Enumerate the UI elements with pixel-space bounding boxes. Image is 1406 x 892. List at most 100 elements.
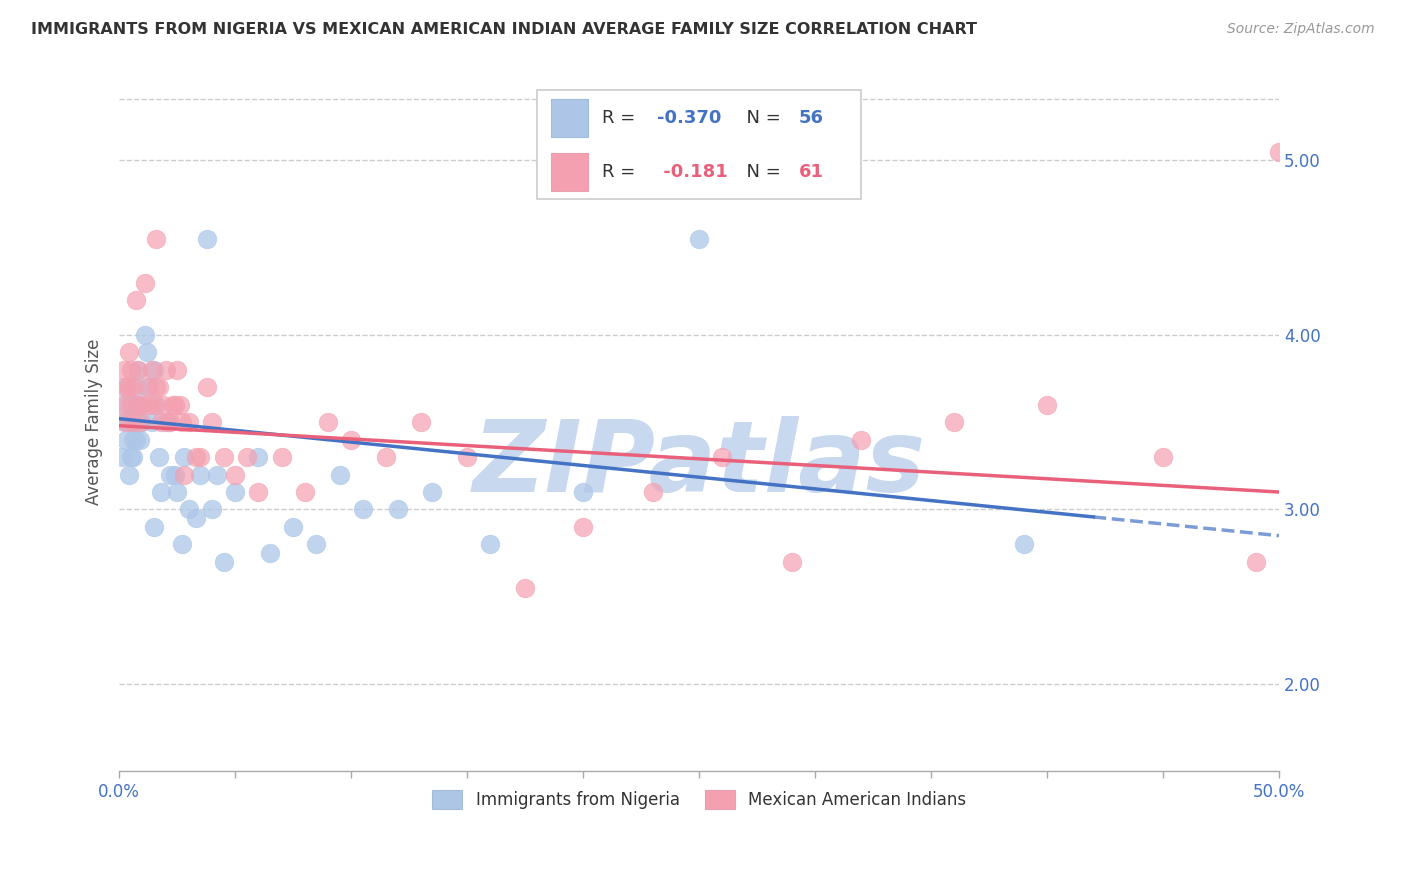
Point [329, 467, 352, 482]
Point [163, 467, 186, 482]
Point [270, 450, 292, 464]
Point [155, 363, 177, 377]
Bar [551, 153, 588, 191]
Point [177, 502, 200, 516]
Text: N =: N = [735, 109, 786, 127]
Point [129, 415, 152, 429]
Point [122, 433, 145, 447]
Point [163, 398, 186, 412]
Point [145, 398, 167, 412]
Point [112, 415, 135, 429]
Point [173, 450, 195, 464]
Point [112, 380, 135, 394]
Point [131, 415, 153, 429]
Point [572, 520, 595, 534]
Point [943, 415, 966, 429]
Point [190, 467, 212, 482]
Point [127, 415, 149, 429]
Point [205, 467, 228, 482]
Point [184, 511, 207, 525]
Point [711, 450, 734, 464]
Point [122, 450, 145, 464]
Point [143, 398, 166, 412]
Point [120, 415, 142, 429]
Point [201, 502, 224, 516]
Bar [551, 99, 588, 137]
Point [143, 520, 166, 534]
Text: -0.181: -0.181 [658, 163, 728, 181]
Point [572, 485, 595, 500]
Point [184, 450, 207, 464]
Point [150, 485, 173, 500]
Point [170, 415, 193, 429]
Point [127, 398, 149, 412]
Point [212, 450, 235, 464]
Point [169, 398, 191, 412]
Point [120, 398, 142, 412]
Point [515, 581, 537, 595]
Point [212, 555, 235, 569]
Point [129, 433, 152, 447]
Point [124, 380, 146, 394]
Point [688, 232, 710, 246]
Point [780, 555, 803, 569]
Point [117, 345, 139, 359]
Point [115, 433, 138, 447]
Point [1036, 398, 1059, 412]
Point [316, 415, 339, 429]
Point [124, 398, 146, 412]
Text: R =: R = [602, 163, 641, 181]
Point [236, 450, 259, 464]
Point [152, 398, 174, 412]
Point [1268, 145, 1291, 159]
Point [1244, 555, 1267, 569]
Point [162, 398, 184, 412]
Point [110, 450, 132, 464]
Point [247, 450, 270, 464]
Point [294, 485, 316, 500]
Point [422, 485, 444, 500]
Point [112, 363, 135, 377]
Point [117, 380, 139, 394]
Point [305, 537, 328, 551]
Point [173, 467, 195, 482]
Point [129, 398, 152, 412]
Point [224, 467, 246, 482]
Point [134, 276, 156, 290]
Point [143, 363, 166, 377]
Text: R =: R = [602, 109, 641, 127]
Text: IMMIGRANTS FROM NIGERIA VS MEXICAN AMERICAN INDIAN AVERAGE FAMILY SIZE CORRELATI: IMMIGRANTS FROM NIGERIA VS MEXICAN AMERI… [31, 22, 977, 37]
Point [120, 398, 142, 412]
Point [120, 450, 142, 464]
Point [375, 450, 398, 464]
Point [156, 415, 179, 429]
Point [641, 485, 664, 500]
Legend: Immigrants from Nigeria, Mexican American Indians: Immigrants from Nigeria, Mexican America… [426, 783, 973, 815]
Point [131, 398, 153, 412]
Point [224, 485, 246, 500]
Point [159, 467, 181, 482]
Point [134, 327, 156, 342]
Point [166, 485, 188, 500]
Point [247, 485, 270, 500]
Point [117, 467, 139, 482]
Point [124, 293, 146, 307]
Point [456, 450, 478, 464]
Point [409, 415, 432, 429]
Point [148, 450, 170, 464]
Point [1152, 450, 1174, 464]
Point [190, 450, 212, 464]
Point [122, 415, 145, 429]
Point [145, 232, 167, 246]
Point [148, 380, 170, 394]
Point [141, 415, 163, 429]
Point [120, 363, 142, 377]
Point [122, 380, 145, 394]
Point [159, 415, 181, 429]
Text: Source: ZipAtlas.com: Source: ZipAtlas.com [1227, 22, 1375, 37]
Y-axis label: Average Family Size: Average Family Size [86, 339, 103, 506]
Point [259, 546, 281, 560]
Point [138, 398, 160, 412]
Point [851, 433, 873, 447]
Point [1012, 537, 1035, 551]
